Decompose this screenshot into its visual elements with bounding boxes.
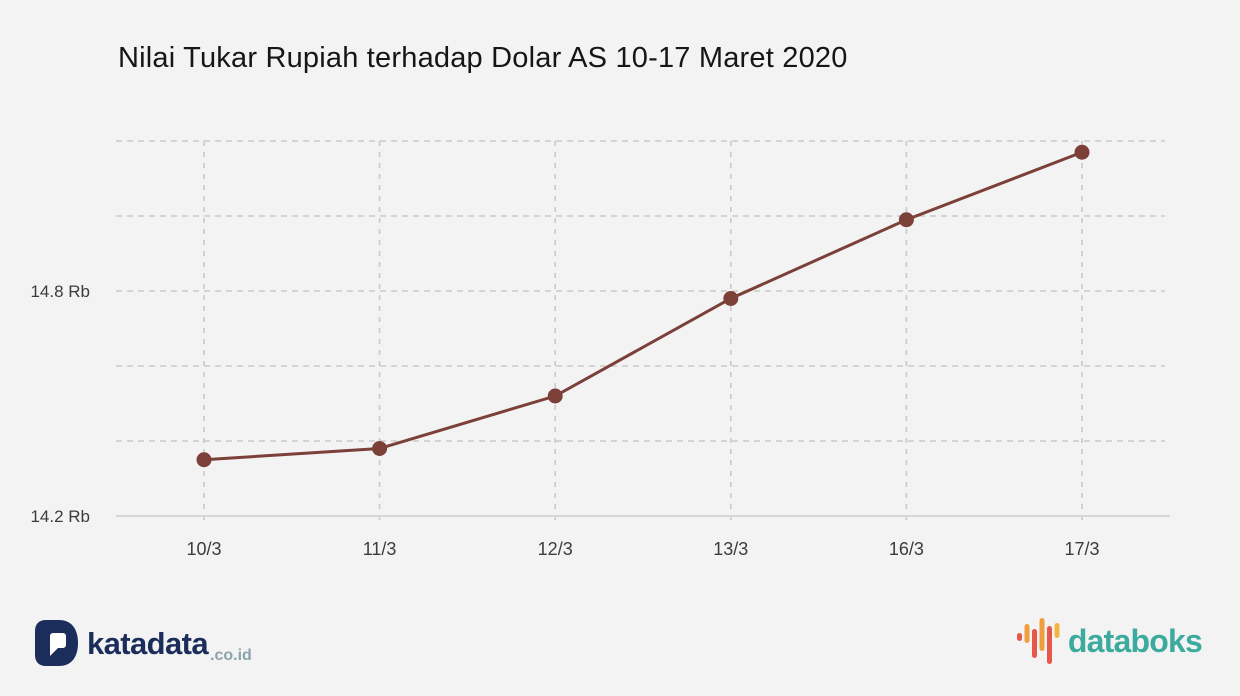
y-axis-label: 14.8 Rb [30,282,90,301]
data-point-17/3[interactable] [1074,144,1090,160]
katadata-d-icon [35,620,78,666]
x-axis-label: 12/3 [538,539,573,559]
data-point-11/3[interactable] [372,441,388,456]
data-point-12/3[interactable] [547,388,563,404]
data-point-13/3[interactable] [723,291,739,306]
x-axis-label: 17/3 [1064,539,1099,559]
katadata-logo[interactable]: katadata .co.id [33,618,252,668]
exchange-rate-line [203,150,1083,462]
x-axis-label: 10/3 [186,539,221,559]
databoks-bars-icon [1016,618,1060,664]
x-axis-label: 11/3 [363,539,397,559]
chart-title: Nilai Tukar Rupiah terhadap Dolar AS 10-… [118,42,848,74]
databoks-logo[interactable]: databoks [1016,618,1203,664]
katadata-wordmark: katadata [87,625,209,661]
katadata-coid-suffix: .co.id [210,647,252,664]
y-axis-label: 14.2 Rb [30,507,90,526]
x-axis-label: 13/3 [713,539,748,559]
data-point-16/3[interactable] [898,212,914,228]
data-point-10/3[interactable] [196,452,212,468]
x-axis-label: 16/3 [889,539,924,559]
databoks-wordmark: databoks [1067,623,1203,659]
